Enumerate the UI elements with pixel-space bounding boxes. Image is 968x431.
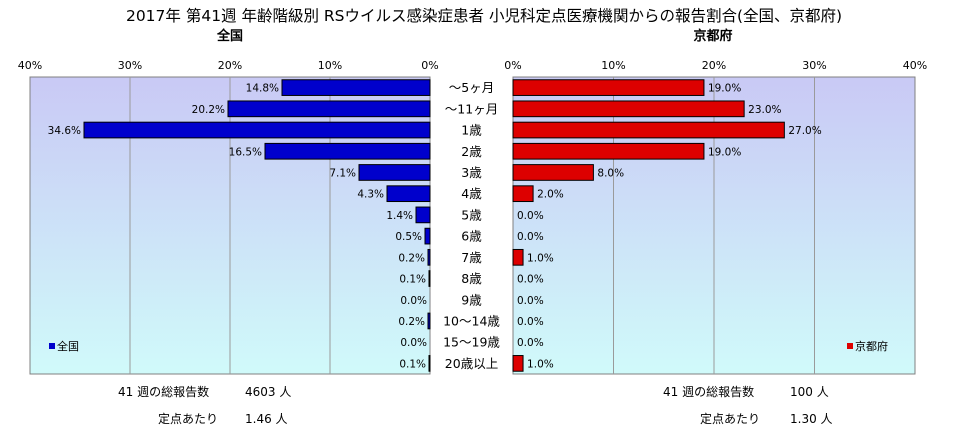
national-bar <box>227 100 431 118</box>
kyoto-value-label: 27.0% <box>788 125 821 137</box>
kyoto-bar <box>512 142 705 160</box>
kyoto-value-label: 0.0% <box>517 210 544 222</box>
kyoto-tick-label: 30% <box>802 59 826 72</box>
kyoto-tick-label: 40% <box>903 59 927 72</box>
national-value-label: 0.5% <box>395 231 422 243</box>
age-category-label: 1歳 <box>461 123 482 138</box>
national-bar <box>264 142 431 160</box>
national-value-label: 0.1% <box>399 274 426 286</box>
national-total-value: 4603 人 <box>245 385 291 399</box>
national-tick-label: 20% <box>218 59 242 72</box>
national-bar <box>428 270 431 287</box>
national-tick-label: 0% <box>421 59 438 72</box>
kyoto-per-site-value: 1.30 人 <box>790 412 833 426</box>
national-panel-title: 全国 <box>216 28 243 44</box>
age-category-label: 3歳 <box>461 165 482 180</box>
national-value-label: 14.8% <box>246 83 279 95</box>
age-category-label: 5歳 <box>461 207 482 222</box>
national-value-label: 7.1% <box>329 167 356 179</box>
kyoto-bar <box>512 79 705 96</box>
kyoto-legend: 京都府 <box>847 339 888 353</box>
national-total-label: 41 週の総報告数 <box>118 384 209 399</box>
kyoto-bar <box>512 164 594 181</box>
chart-title: 2017年 第41週 年齢階級別 RSウイルス感染症患者 小児科定点医療機関から… <box>126 7 842 25</box>
kyoto-value-label: 1.0% <box>527 358 554 370</box>
kyoto-value-label: 19.0% <box>708 83 741 95</box>
national-tick-label: 30% <box>118 59 142 72</box>
national-legend-swatch <box>49 343 55 349</box>
category-labels: ～5ヶ月 ～11ヶ月 1歳 2歳 3歳 4歳 5歳 6歳 7歳 8歳 9歳 10～14歳 15～19歳 2… <box>443 80 500 371</box>
national-bar <box>281 79 431 96</box>
national-value-label: 0.0% <box>400 295 427 307</box>
age-category-label: 9歳 <box>461 292 482 307</box>
national-bar <box>83 121 431 139</box>
kyoto-value-label: 0.0% <box>517 231 544 243</box>
kyoto-value-label: 0.0% <box>517 295 544 307</box>
kyoto-value-label: 2.0% <box>537 189 564 201</box>
kyoto-tick-label: 0% <box>504 59 521 72</box>
national-bar <box>386 185 431 203</box>
kyoto-value-label: 23.0% <box>748 104 781 116</box>
national-bar <box>427 312 431 330</box>
age-category-label: 2歳 <box>461 144 482 159</box>
kyoto-value-label: 0.0% <box>517 274 544 286</box>
kyoto-legend-label: 京都府 <box>855 339 888 353</box>
national-bar <box>428 355 431 372</box>
kyoto-total-label: 41 週の総報告数 <box>663 384 754 399</box>
national-value-label: 34.6% <box>48 125 81 137</box>
kyoto-value-label: 0.0% <box>517 337 544 349</box>
kyoto-value-label: 0.0% <box>517 316 544 328</box>
national-value-label: 0.2% <box>398 316 425 328</box>
national-tick-label: 10% <box>318 59 342 72</box>
age-category-label: 6歳 <box>461 229 482 244</box>
age-category-label: ～5ヶ月 <box>449 80 494 95</box>
kyoto-summary: 41 週の総報告数 100 人 定点あたり 1.30 人 <box>663 384 833 426</box>
kyoto-panel-title: 京都府 <box>693 28 732 44</box>
national-value-label: 0.0% <box>400 337 427 349</box>
kyoto-tick-label: 10% <box>601 59 625 72</box>
kyoto-value-label: 8.0% <box>597 167 624 179</box>
national-per-site-label: 定点あたり <box>158 411 218 426</box>
national-bar <box>424 227 431 245</box>
kyoto-value-label: 1.0% <box>527 252 554 264</box>
national-legend: 全国 <box>49 339 79 353</box>
national-value-label: 4.3% <box>357 189 384 201</box>
age-category-label: ～11ヶ月 <box>445 101 498 116</box>
age-category-label: 15～19歳 <box>443 335 500 350</box>
age-category-label: 20歳以上 <box>445 356 498 371</box>
kyoto-value-label: 19.0% <box>708 146 741 158</box>
national-bar <box>427 248 431 266</box>
national-per-site-value: 1.46 人 <box>245 412 288 426</box>
national-value-label: 20.2% <box>192 104 225 116</box>
national-summary: 41 週の総報告数 4603 人 定点あたり 1.46 人 <box>118 384 291 426</box>
kyoto-tick-label: 20% <box>702 59 726 72</box>
age-category-label: 10～14歳 <box>443 313 500 328</box>
age-category-label: 7歳 <box>461 250 482 265</box>
national-tick-label: 40% <box>18 59 42 72</box>
kyoto-bar <box>512 248 524 266</box>
national-bar <box>358 164 431 181</box>
national-value-label: 0.2% <box>398 252 425 264</box>
national-value-label: 16.5% <box>229 146 262 158</box>
kyoto-legend-swatch <box>847 343 853 349</box>
national-value-label: 1.4% <box>386 210 413 222</box>
kyoto-per-site-label: 定点あたり <box>700 411 760 426</box>
kyoto-bar <box>512 121 785 139</box>
national-value-label: 0.1% <box>399 358 426 370</box>
age-category-label: 8歳 <box>461 271 482 286</box>
national-bar <box>415 206 431 224</box>
kyoto-total-value: 100 人 <box>790 385 829 399</box>
national-legend-label: 全国 <box>57 339 79 353</box>
kyoto-bar <box>512 185 534 203</box>
kyoto-bar <box>512 355 524 372</box>
axis-tick-labels: 0% 10% 20% 30% 40% 0% 10% 20% 30% 40% <box>18 59 927 72</box>
bars: 14.8% 20.2% 34.6% 16.5% 7.1%4.3%1.4% 0.5% 0.2%… <box>48 79 822 372</box>
kyoto-bar <box>512 100 745 118</box>
age-category-label: 4歳 <box>461 186 482 201</box>
